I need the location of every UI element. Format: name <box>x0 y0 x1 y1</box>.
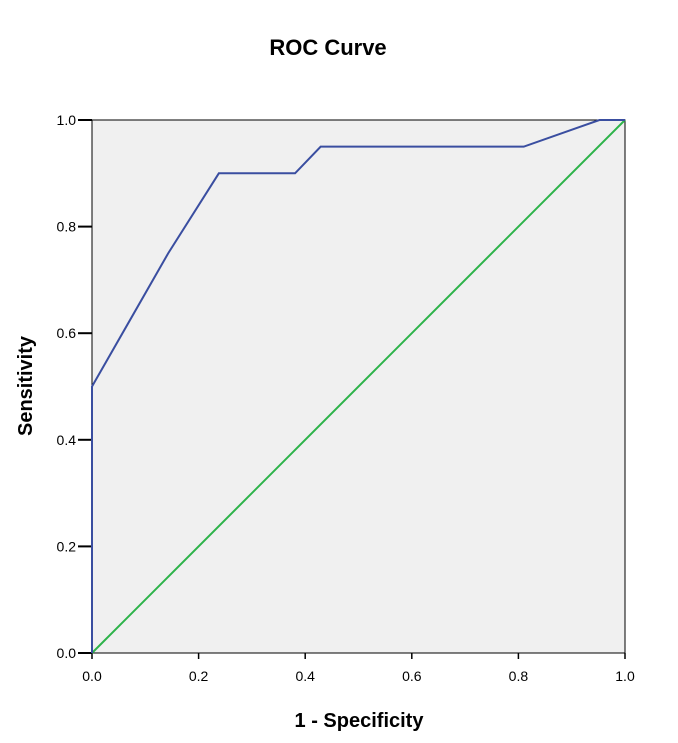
x-axis-label: 1 - Specificity <box>295 710 425 732</box>
x-axis: 0.0 0.2 0.4 0.6 0.8 1.0 <box>82 653 635 684</box>
x-tick-label: 0.0 <box>82 668 102 684</box>
reference-diagonal-line <box>91 119 626 654</box>
x-tick-label: 1.0 <box>615 668 635 684</box>
y-tick-label: 0.0 <box>57 645 77 661</box>
x-tick-label: 0.8 <box>509 668 529 684</box>
series-layer <box>91 119 626 654</box>
y-axis: 0.0 0.2 0.4 0.6 0.8 1.0 <box>57 112 92 661</box>
x-tick-label: 0.6 <box>402 668 422 684</box>
roc-curve-line <box>91 119 625 653</box>
x-tick-label: 0.2 <box>189 668 209 684</box>
y-tick-label: 0.2 <box>57 538 77 554</box>
y-tick-label: 0.4 <box>57 432 77 448</box>
y-tick-label: 0.6 <box>57 325 77 341</box>
y-axis-label: Sensitivity <box>15 335 37 436</box>
y-tick-label: 0.8 <box>57 219 77 235</box>
y-tick-label: 1.0 <box>57 112 77 128</box>
chart-title: ROC Curve <box>269 35 386 60</box>
x-tick-label: 0.4 <box>295 668 315 684</box>
